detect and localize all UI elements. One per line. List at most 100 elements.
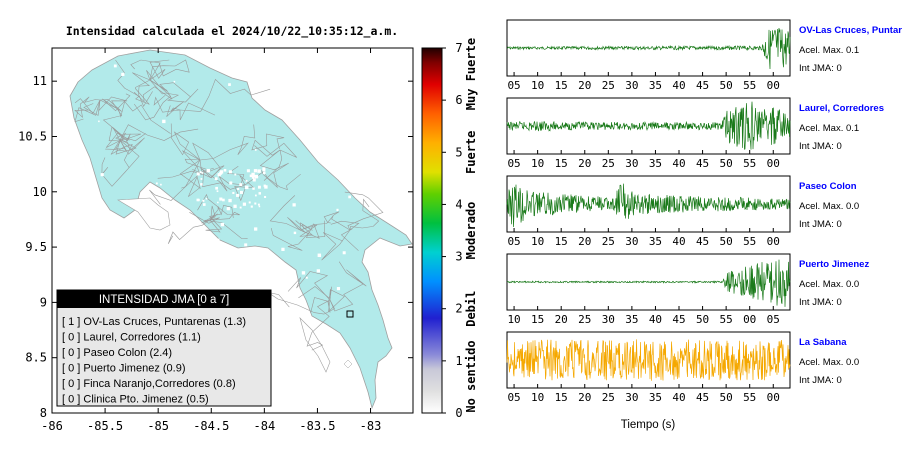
map-title: Intensidad calculada el 2024/10/22_10:35… [66,24,398,39]
road [199,124,256,161]
town-dot [292,203,296,207]
town-dot [201,172,204,174]
town-dot [280,340,284,343]
town-dot [252,278,256,282]
road [340,228,359,251]
waveform-x-tick-label: 55 [743,391,756,404]
intensity-legend: INTENSIDAD JMA [0 a 7] [ 1 ] OV-Las Cruc… [56,289,272,407]
road [149,79,191,98]
town-dot [301,271,306,275]
waveform-trace [506,183,791,227]
map-y-axis: 11 10.5 10 9.5 9 8.5 8 [18,74,413,420]
waveform-x-tick-label: 05 [507,235,520,248]
town-dot [257,203,260,206]
legend-item: [ 0 ] Clinica Pto. Jimenez (0.5) [62,394,209,406]
town-dot [113,64,117,68]
waveform-x-tick-label: 35 [649,391,662,404]
town-dot [196,172,200,176]
waveform-x-tick-label: 10 [531,79,544,92]
town-dot [253,169,258,173]
town-dot [254,174,259,179]
colorbar-tick-label: 0 [455,406,462,420]
town-dot [219,197,223,201]
waveform-x-tick-label: 25 [602,235,615,248]
town-dot [100,173,104,177]
road [204,219,248,239]
accel-max-label: Acel. Max. 0.0 [799,201,859,212]
waveform-x-tick-label: 55 [743,79,756,92]
town-dot [217,238,220,241]
road [189,212,220,224]
road [287,271,331,301]
town-dot [239,190,243,194]
waveform-x-tick-label: 35 [649,235,662,248]
town-dot [200,183,203,186]
town-dot [342,251,346,255]
town-dot [242,202,247,206]
road [254,142,298,158]
waveform-x-tick-label: 20 [578,79,591,92]
town-dot [248,201,251,204]
waveform-x-tick-label: 10 [531,157,544,170]
town-dot [252,187,255,190]
map-y-tick-label: 9 [40,295,47,309]
town-dot [336,287,341,291]
town-dot [228,83,231,86]
road [323,211,351,231]
waveform-x-tick-label: 00 [767,157,780,170]
road [133,70,172,121]
waveform-x-tick-label: 25 [602,391,615,404]
road [119,124,199,141]
road [310,286,332,314]
waveform-x-tick-label: 50 [696,313,709,326]
map-y-tick-label: 9.5 [25,240,47,254]
waveform-x-tick-label: 35 [625,313,638,326]
road [267,292,335,315]
town-dot [383,77,387,82]
town-dot [234,173,237,176]
town-dot [293,231,297,235]
waveform-x-tick-label: 45 [696,157,709,170]
road [181,159,201,189]
map-x-tick-label: -85 [147,419,169,433]
map-x-axis: -86 -85.5 -85 -84.5 -84 -83.5 -83 [41,48,381,433]
accel-max-label: Acel. Max. 0.1 [799,123,859,134]
waveform-x-tick-label: 15 [555,79,568,92]
road [234,174,255,202]
town-dot [289,85,293,89]
waveform-x-tick-label: 00 [767,235,780,248]
legend-item: [ 0 ] Finca Naranjo,Corredores (0.8) [62,378,236,390]
station-name: Laurel, Corredores [799,103,884,114]
road [329,261,367,312]
waveform-x-tick-label: 25 [578,313,591,326]
accel-max-label: Acel. Max. 0.0 [799,357,859,368]
town-dot [160,183,162,186]
town-dot [336,208,339,211]
colorbar-labels: Muy Fuerte Fuerte Moderado Debil No sentido [464,38,478,413]
waveform-x-tick-label: 25 [602,157,615,170]
town-dot [87,219,89,221]
town-dot [355,164,359,167]
waveform-x-tick-label: 30 [602,313,615,326]
colorbar-level-label: No sentido [464,340,478,412]
waveform-panel: 05 10 15 20 25 30 35 40 45 50 55 00 Laurel, Corredor… [506,97,884,170]
waveform-x-tick-label: 35 [649,79,662,92]
town-dot [258,192,262,195]
town-dot [232,191,235,195]
road [295,220,318,237]
town-dot [262,171,266,175]
colorbar-level-label: Fuerte [464,131,478,174]
waveform-x-tick-label: 40 [649,313,662,326]
road [135,79,153,107]
map-frame [51,47,414,414]
waveform-x-tick-label: 15 [555,235,568,248]
town-dot [336,386,339,389]
town-dot [98,120,100,123]
road [99,93,131,112]
jma-intensity-label: Int JMA: 0 [799,219,842,230]
town-dot [254,227,258,231]
town-dot [369,78,373,82]
town-dot [199,171,202,174]
road [112,127,137,155]
waveform-x-tick-label: 05 [507,157,520,170]
